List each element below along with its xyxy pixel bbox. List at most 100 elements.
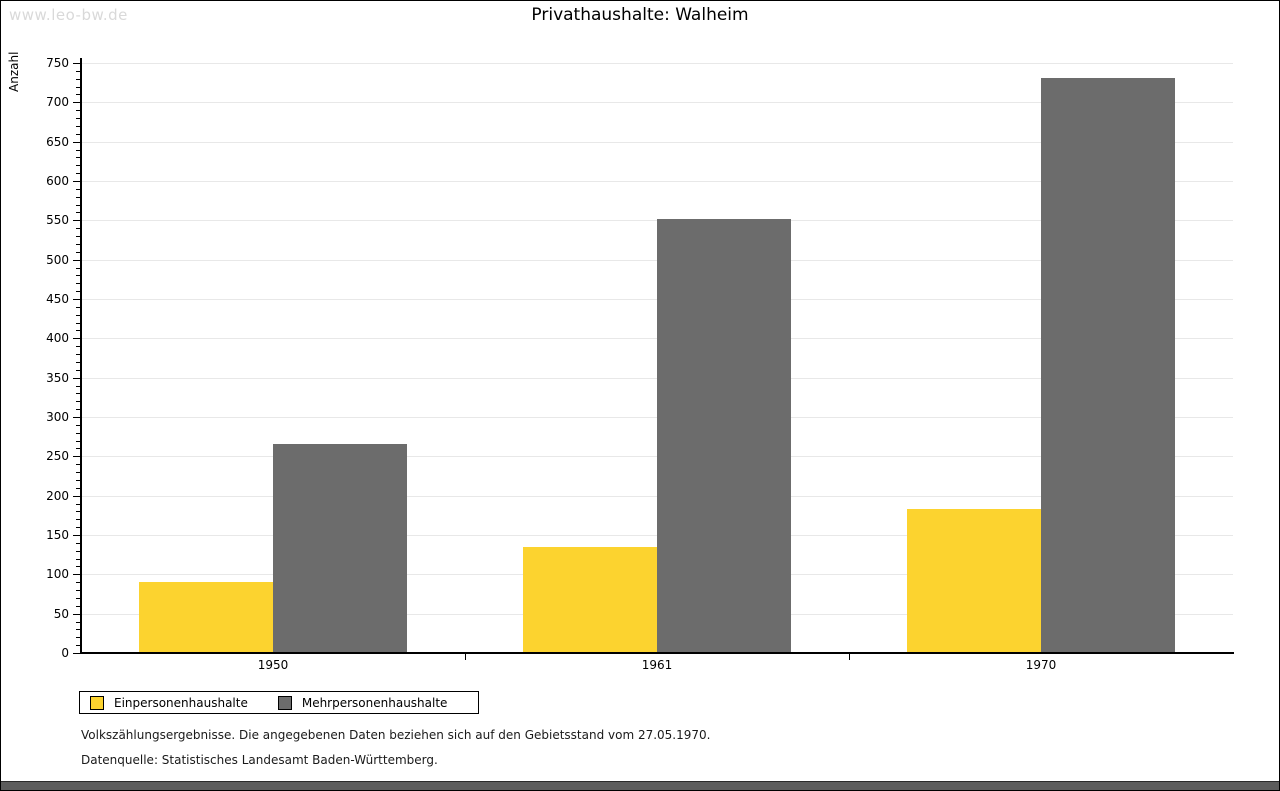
- gridline: [82, 102, 1233, 104]
- y-axis-minor-tick: [76, 558, 80, 560]
- y-axis-label: Anzahl: [7, 51, 21, 92]
- y-axis-minor-tick: [76, 322, 80, 324]
- y-axis-major-tick: [73, 495, 80, 497]
- legend-item-mehrpersonenhaushalte: Mehrpersonenhaushalte: [277, 695, 448, 710]
- y-axis-minor-tick: [76, 212, 80, 214]
- x-tick-label-1970: 1970: [1025, 658, 1057, 672]
- y-axis-minor-tick: [76, 330, 80, 332]
- y-axis-minor-tick: [76, 86, 80, 88]
- bar-einpersonenhaushalte-1961: [523, 547, 657, 652]
- y-axis-minor-tick: [76, 393, 80, 395]
- legend: Einpersonenhaushalte Mehrpersonenhaushal…: [79, 691, 479, 714]
- y-axis-minor-tick: [76, 503, 80, 505]
- y-axis-minor-tick: [76, 409, 80, 411]
- y-axis-minor-tick: [76, 354, 80, 356]
- y-axis-minor-tick: [76, 550, 80, 552]
- y-axis-minor-tick: [76, 448, 80, 450]
- y-axis-minor-tick: [76, 432, 80, 434]
- y-axis-minor-tick: [76, 605, 80, 607]
- y-axis-minor-tick: [76, 385, 80, 387]
- gridline: [82, 141, 1233, 143]
- y-axis-minor-tick: [76, 401, 80, 403]
- y-axis-minor-tick: [76, 118, 80, 120]
- y-axis-major-tick: [73, 299, 80, 300]
- y-axis-minor-tick: [76, 440, 80, 442]
- y-axis-minor-tick: [76, 511, 80, 513]
- y-axis-minor-tick: [76, 519, 80, 521]
- y-axis-minor-tick: [76, 597, 80, 599]
- y-axis-major-tick: [73, 338, 80, 340]
- y-axis-minor-tick: [76, 236, 80, 238]
- y-axis-minor-tick: [76, 110, 80, 112]
- legend-label: Mehrpersonenhaushalte: [301, 695, 448, 710]
- x-tick-label-1950: 1950: [257, 658, 289, 672]
- y-tick-label: 50: [53, 606, 69, 621]
- footnote-data-source: Datenquelle: Statistisches Landesamt Bad…: [81, 753, 438, 767]
- gridline: [82, 181, 1233, 182]
- y-axis-minor-tick: [76, 369, 80, 371]
- y-axis-minor-tick: [76, 196, 80, 198]
- y-axis-minor-tick: [76, 629, 80, 631]
- y-axis-minor-tick: [76, 621, 80, 623]
- y-tick-label: 600: [46, 174, 69, 188]
- y-tick-label: 750: [46, 56, 69, 70]
- y-axis-line: [80, 58, 82, 653]
- x-axis-line: [80, 652, 1234, 654]
- y-axis-major-tick: [73, 102, 80, 104]
- legend-swatch-yellow: [90, 695, 104, 710]
- y-tick-label: 0: [61, 646, 69, 660]
- y-tick-label: 350: [46, 370, 69, 385]
- y-axis-major-tick: [73, 417, 80, 418]
- legend-label: Einpersonenhaushalte: [114, 695, 248, 710]
- y-axis-minor-tick: [76, 70, 80, 72]
- y-axis-minor-tick: [76, 78, 80, 80]
- window-bottom-bar: [1, 781, 1279, 790]
- plot-area: 0 50 100 150 200 250 300 350 400 450 500 550 600 650 7…: [46, 56, 1234, 672]
- y-axis-minor-tick: [76, 173, 80, 175]
- y-axis-minor-tick: [76, 204, 80, 206]
- y-tick-label: 450: [46, 292, 69, 306]
- y-axis-major-tick: [73, 63, 80, 64]
- y-tick-label: 550: [46, 213, 69, 228]
- y-axis-minor-tick: [76, 479, 80, 481]
- y-axis-minor-tick: [76, 487, 80, 489]
- y-axis-major-tick: [73, 141, 80, 143]
- y-axis-minor-tick: [76, 283, 80, 285]
- watermark: www.leo-bw.de: [9, 6, 128, 24]
- x-axis-boundary-tick: [465, 654, 466, 660]
- y-axis-minor-tick: [76, 566, 80, 568]
- y-axis-minor-tick: [76, 251, 80, 253]
- chart-title: Privathaushalte: Walheim: [531, 5, 749, 25]
- y-axis-major-tick: [73, 181, 80, 182]
- y-tick-label: 500: [46, 252, 69, 267]
- y-axis-minor-tick: [76, 464, 80, 466]
- bar-einpersonenhaushalte-1950: [139, 582, 273, 652]
- y-axis-major-tick: [73, 456, 80, 458]
- y-axis-minor-tick: [76, 157, 80, 159]
- bar-mehrpersonenhaushalte-1950: [273, 444, 407, 652]
- y-axis-minor-tick: [76, 590, 80, 592]
- y-tick-label: 700: [46, 95, 69, 110]
- y-axis-major-tick: [73, 377, 80, 379]
- y-axis-minor-tick: [76, 424, 80, 426]
- y-axis-minor-tick: [76, 542, 80, 544]
- y-tick-label: 200: [46, 488, 69, 503]
- bar-einpersonenhaushalte-1970: [907, 508, 1041, 652]
- y-axis-minor-tick: [76, 94, 80, 96]
- y-axis-minor-tick: [76, 188, 80, 190]
- x-tick-label-1961: 1961: [641, 658, 673, 672]
- y-axis-major-tick: [73, 220, 80, 222]
- y-axis-minor-tick: [76, 582, 80, 584]
- y-axis-major-tick: [73, 653, 80, 654]
- y-axis-minor-tick: [76, 149, 80, 151]
- y-axis-minor-tick: [76, 314, 80, 316]
- y-tick-label: 250: [46, 449, 69, 464]
- y-tick-label: 650: [46, 134, 69, 149]
- y-axis-minor-tick: [76, 267, 80, 269]
- y-axis-minor-tick: [76, 472, 80, 474]
- gridline: [82, 63, 1233, 64]
- bar-mehrpersonenhaushalte-1970: [1041, 77, 1175, 652]
- y-axis-major-tick: [73, 259, 80, 261]
- y-axis-minor-tick: [76, 527, 80, 529]
